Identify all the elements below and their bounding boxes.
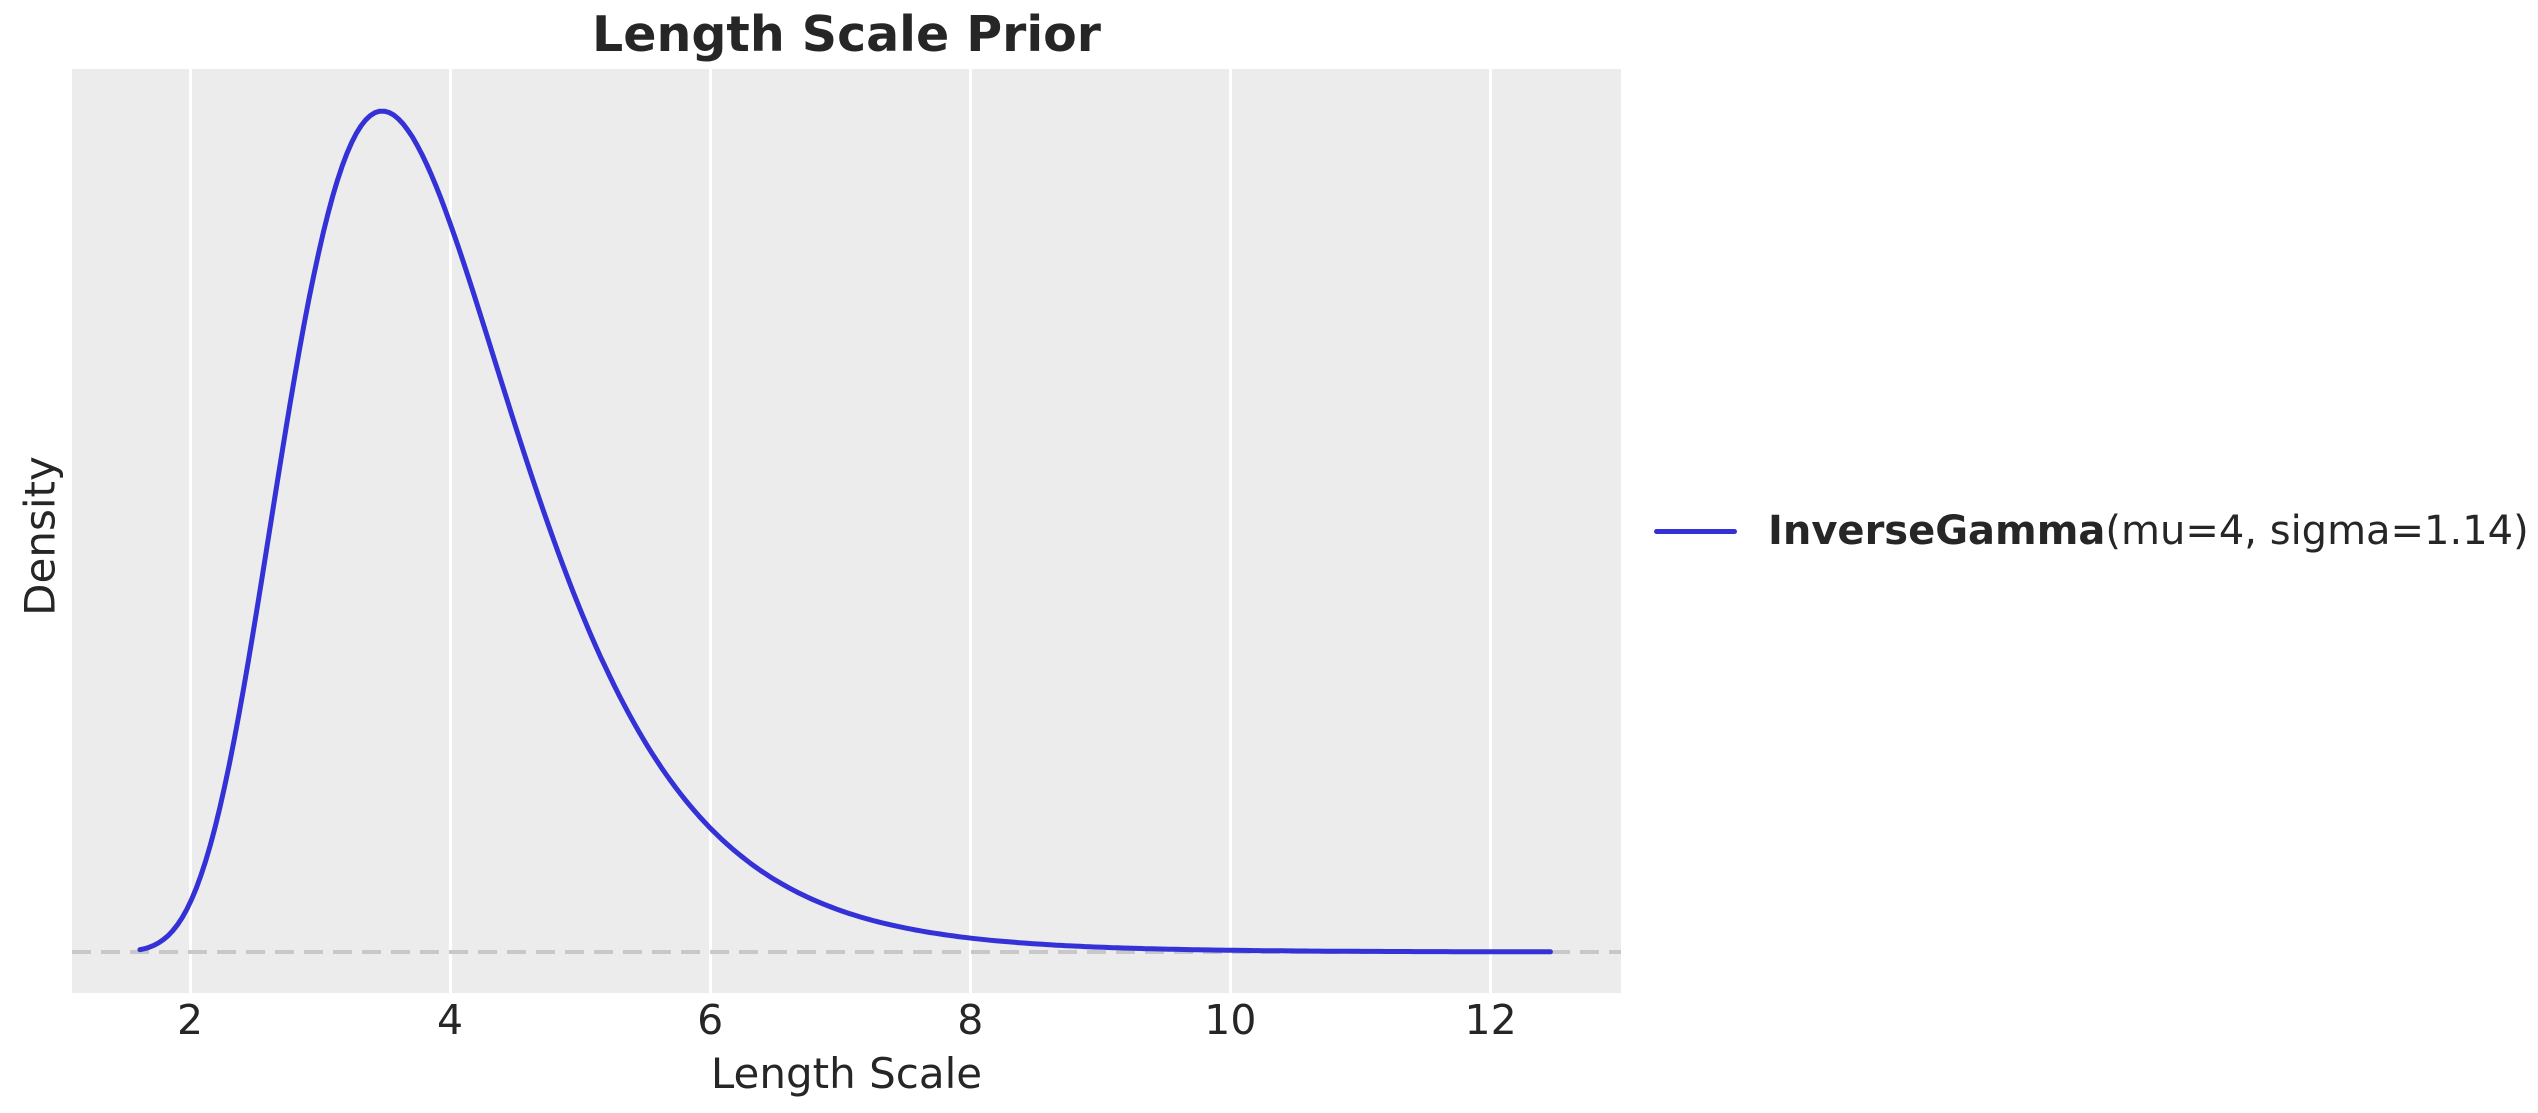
legend-distribution-name: InverseGamma <box>1768 508 2106 554</box>
x-tick-label-6: 6 <box>697 996 724 1044</box>
legend-params: (mu=4, sigma=1.14) <box>2105 508 2529 554</box>
gridline-x-8 <box>968 69 972 993</box>
gridline-x-2 <box>188 69 192 993</box>
gridline-x-6 <box>708 69 712 993</box>
x-tick-label-4: 4 <box>437 996 464 1044</box>
x-tick-label-10: 10 <box>1204 996 1257 1044</box>
gridline-x-12 <box>1489 69 1493 993</box>
gridline-x-10 <box>1228 69 1232 993</box>
y-axis-label: Density <box>15 456 65 616</box>
x-tick-label-8: 8 <box>957 996 984 1044</box>
x-axis-label: Length Scale <box>710 1049 983 1098</box>
legend-line-sample <box>1654 528 1737 534</box>
x-tick-label-12: 12 <box>1464 996 1517 1044</box>
legend: InverseGamma(mu=4, sigma=1.14) <box>1654 508 2529 554</box>
gridline-x-4 <box>448 69 452 993</box>
density-curve-layer <box>137 108 1553 955</box>
legend-label: InverseGamma(mu=4, sigma=1.14) <box>1768 508 2529 554</box>
chart-title: Length Scale Prior <box>592 6 1101 63</box>
inversegamma-curve <box>137 108 1553 955</box>
x-tick-label-2: 2 <box>176 996 204 1044</box>
plot-area <box>72 69 1621 993</box>
zero-dashed-line <box>72 950 1621 954</box>
